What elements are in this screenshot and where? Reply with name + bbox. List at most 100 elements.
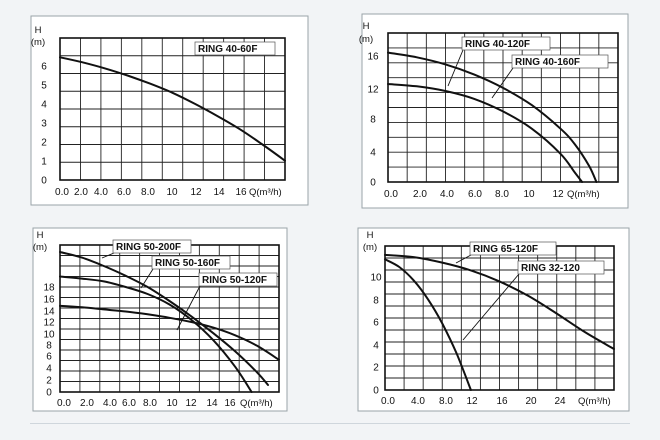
y-tick-label: 6	[373, 318, 379, 329]
legend-label: RING 32-120	[521, 263, 580, 274]
y-tick-label: 18	[43, 283, 55, 294]
legend-leader-line	[455, 254, 472, 264]
x-tick-label: 12	[190, 187, 202, 198]
legend-box	[194, 41, 276, 56]
x-tick-label: 0.0	[381, 396, 395, 407]
x-axis-label: Q(m³/h)	[240, 398, 273, 409]
legend-box	[151, 255, 231, 270]
series-curve-ring-40-120f	[387, 83, 584, 183]
x-tick-label: 2.0	[413, 189, 427, 200]
legend-leader-line	[176, 285, 201, 331]
series-curve-ring-40-60f	[59, 56, 286, 162]
x-tick-label: 16	[224, 398, 236, 409]
y-axis-label: H	[367, 230, 374, 241]
y-tick-label: 0	[41, 176, 47, 187]
y-tick-label: 16	[43, 295, 55, 306]
x-tick-label: 2.0	[80, 398, 94, 409]
y-axis-unit: (m)	[33, 242, 47, 253]
y-tick-label: 12	[367, 85, 379, 96]
chart-panel-3: H(m)Q(m³/h)0.0 2.0 4.0 6.0 8.0 10 12 14 16024681…	[32, 227, 288, 412]
x-tick-label: 8.0	[495, 189, 509, 200]
legend-label: RING 40-160F	[515, 57, 580, 68]
x-tick-label: 12	[552, 189, 564, 200]
series-curve-ring-40-160f	[387, 51, 598, 183]
x-tick-label: 6.0	[468, 189, 482, 200]
legend-label: RING 50-160F	[155, 258, 220, 269]
y-tick-label: 6	[46, 352, 52, 363]
legend-box	[198, 272, 278, 287]
y-tick-label: 16	[367, 52, 379, 63]
y-tick-label: 3	[41, 119, 47, 130]
legend-leader-line	[447, 49, 464, 87]
series-curve-ring-65-120f	[384, 253, 615, 350]
y-tick-label: 10	[43, 330, 55, 341]
legend-box	[461, 36, 551, 51]
y-tick-label: 6	[41, 62, 47, 73]
y-tick-label: 14	[43, 307, 55, 318]
y-axis-unit: (m)	[31, 37, 45, 48]
chart-panel-2: H (m) Q(m³/h) 0.0 2.0 4.0 6.0 8.0 10 12 0 4 8 12 16 RIN…	[359, 13, 629, 209]
x-tick-label: 10	[166, 398, 178, 409]
x-tick-label: 4.0	[94, 187, 108, 198]
x-tick-label: 6.0	[122, 398, 136, 409]
legend-box	[511, 54, 609, 69]
x-tick-label: 16	[496, 396, 508, 407]
legend-label: RING 50-200F	[116, 242, 181, 253]
y-tick-label: 5	[41, 81, 47, 92]
y-tick-label: 8	[370, 115, 376, 126]
legend-label: RING 50-120F	[202, 275, 267, 286]
legend-leader-line	[491, 67, 514, 99]
legend-leader-line	[101, 252, 115, 259]
y-axis-label: H	[35, 25, 42, 36]
x-tick-label: 20	[525, 396, 537, 407]
x-tick-label: 0.0	[384, 189, 398, 200]
y-axis-unit: (m)	[363, 242, 377, 253]
panel-frame	[357, 227, 630, 412]
y-tick-label: 8	[373, 296, 379, 307]
x-tick-label: 4.0	[411, 396, 425, 407]
x-axis-label: Q(m³/h)	[567, 189, 600, 200]
x-tick-label: 8.0	[439, 396, 453, 407]
legend-box	[112, 239, 192, 254]
series-curve-ring-50-160f	[59, 275, 253, 393]
y-tick-label: 2	[41, 138, 47, 149]
y-tick-label: 10	[370, 273, 382, 284]
series-curve-ring-50-200f	[59, 251, 269, 386]
y-tick-label: 2	[373, 363, 379, 374]
y-axis-label: H	[37, 230, 44, 241]
y-axis-unit: (m)	[359, 34, 373, 45]
x-tick-label: 2.0	[74, 187, 88, 198]
x-tick-label: 0.0	[57, 398, 71, 409]
x-tick-label: 0.0	[55, 187, 69, 198]
legend-leader-line	[462, 273, 520, 341]
y-tick-label: 4	[46, 364, 52, 375]
legend-label: RING 40-120F	[465, 39, 530, 50]
grid	[60, 245, 279, 392]
y-tick-label: 4	[41, 100, 47, 111]
legend-leader-line	[140, 268, 154, 289]
x-tick-label: 10	[166, 187, 178, 198]
x-tick-label: 4.0	[440, 189, 454, 200]
y-tick-label: 8	[46, 341, 52, 352]
legend-label: RING 65-120F	[473, 244, 538, 255]
x-tick-label: 12	[466, 396, 478, 407]
x-axis-label: Q(m³/h)	[578, 396, 611, 407]
x-tick-label: 12	[185, 398, 197, 409]
bottom-divider	[30, 423, 630, 424]
chart-panel-1: H(m)Q(m³/h)0.0 2.0 4.0 6.0 8.0 10 12 14 16012345…	[30, 15, 309, 206]
legend-label: RING 40-60F	[198, 44, 257, 55]
x-tick-label: 8.0	[143, 398, 157, 409]
grid	[60, 38, 285, 180]
legend-box	[469, 241, 557, 256]
x-tick-label: 14	[213, 187, 225, 198]
x-tick-label: 24	[554, 396, 566, 407]
y-tick-label: 0	[370, 178, 376, 189]
x-tick-label: 6.0	[117, 187, 131, 198]
x-tick-label: 10	[523, 189, 535, 200]
y-tick-label: 4	[370, 148, 376, 159]
x-tick-label: 8.0	[141, 187, 155, 198]
x-tick-label: 4.0	[103, 398, 117, 409]
x-axis-label: Q(m³/h)	[249, 187, 282, 198]
y-tick-label: 0	[373, 386, 379, 397]
